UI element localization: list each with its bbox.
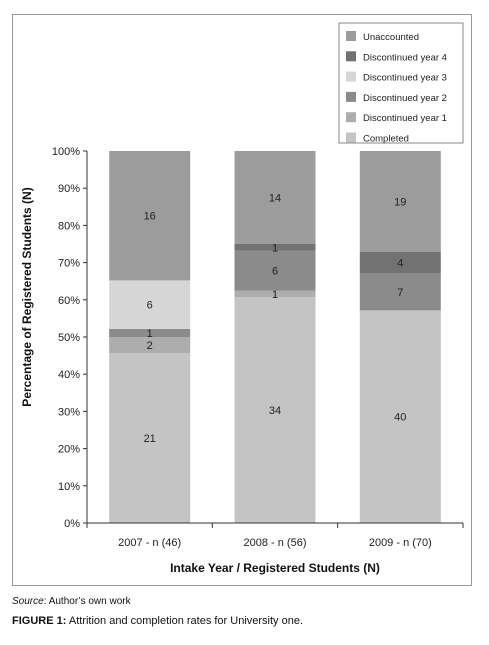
source-text: : Author’s own work (43, 596, 131, 607)
data-label: 7 (397, 287, 403, 299)
data-label: 1 (272, 242, 278, 254)
data-label: 1 (147, 328, 153, 340)
bar-segment (234, 250, 316, 291)
y-tick-label: 70% (58, 258, 80, 270)
bar-segment (234, 297, 316, 523)
y-tick-label: 80% (58, 220, 80, 232)
bar-segment (359, 252, 441, 274)
legend-label: Discontinued year 4 (363, 52, 447, 63)
bar-segment (109, 280, 191, 329)
figure-caption-text: Attrition and completion rates for Unive… (66, 615, 304, 627)
data-label: 14 (269, 193, 281, 205)
bar-segment (359, 151, 441, 252)
bar-segment (109, 328, 191, 337)
legend-swatch (346, 91, 356, 102)
bar-segment (109, 151, 191, 281)
legend: Unaccounted Discontinued year 4 Discontinu… (338, 22, 464, 145)
figure-label: FIGURE 1: (12, 615, 67, 627)
data-label: 19 (394, 197, 406, 209)
data-label: 34 (269, 405, 281, 417)
legend-swatch (346, 51, 356, 62)
legend-label: Discontinued year 2 (363, 93, 447, 104)
x-tick-label: 2008 - n (56) (244, 537, 307, 549)
bar-segment (109, 353, 191, 523)
source-note: Source: Author’s own work (12, 596, 131, 607)
bar-segment (234, 290, 316, 298)
chart-frame: 21 2 1 6 16 34 1 6 1 14 40 7 4 19 0% 10% 20% 30% 40% 50% 60… (12, 14, 472, 586)
y-tick-label: 30% (58, 406, 80, 418)
y-tick-label: 100% (52, 146, 80, 158)
figure-caption: FIGURE 1: Attrition and completion rates… (12, 615, 303, 627)
data-label: 6 (272, 266, 278, 278)
y-axis-title: Percentage of Registered Students (N) (20, 187, 34, 406)
y-tick-label: 40% (58, 369, 80, 381)
data-label: 21 (144, 433, 156, 445)
legend-swatch (346, 31, 356, 41)
legend-swatch (346, 132, 356, 143)
y-tick-label: 20% (58, 444, 80, 456)
data-label: 2 (147, 340, 153, 352)
data-label: 40 (394, 412, 406, 424)
legend-label: Unaccounted (363, 32, 419, 43)
data-label: 16 (144, 211, 156, 223)
y-tick-label: 0% (64, 518, 80, 530)
y-tick-label: 10% (58, 481, 80, 493)
data-label: 4 (397, 258, 403, 270)
legend-box (338, 22, 464, 144)
bar-segment (359, 310, 441, 523)
bar-segment (109, 337, 191, 354)
legend-swatch (346, 112, 356, 123)
y-tick-label: 50% (58, 332, 80, 344)
bar-segment (234, 151, 316, 244)
x-tick-label: 2007 - n (46) (118, 537, 181, 549)
legend-swatch (346, 71, 356, 82)
legend-label: Discontinued year 3 (363, 73, 447, 84)
bar-segment (234, 244, 316, 251)
y-tick-label: 60% (58, 295, 80, 307)
legend-label: Discontinued year 1 (363, 113, 447, 124)
legend-label: Completed (363, 134, 409, 145)
bar-segment (359, 273, 441, 311)
data-label: 6 (147, 300, 153, 312)
x-tick-label: 2009 - n (70) (369, 537, 432, 549)
data-label: 1 (272, 289, 278, 301)
source-label: Source (12, 596, 44, 607)
axes-group: 0% 10% 20% 30% 40% 50% 60% 70% 80% 90% 100% 2007 - … (52, 146, 464, 549)
x-axis-title: Intake Year / Registered Students (N) (170, 561, 380, 575)
y-tick-label: 90% (58, 183, 80, 195)
